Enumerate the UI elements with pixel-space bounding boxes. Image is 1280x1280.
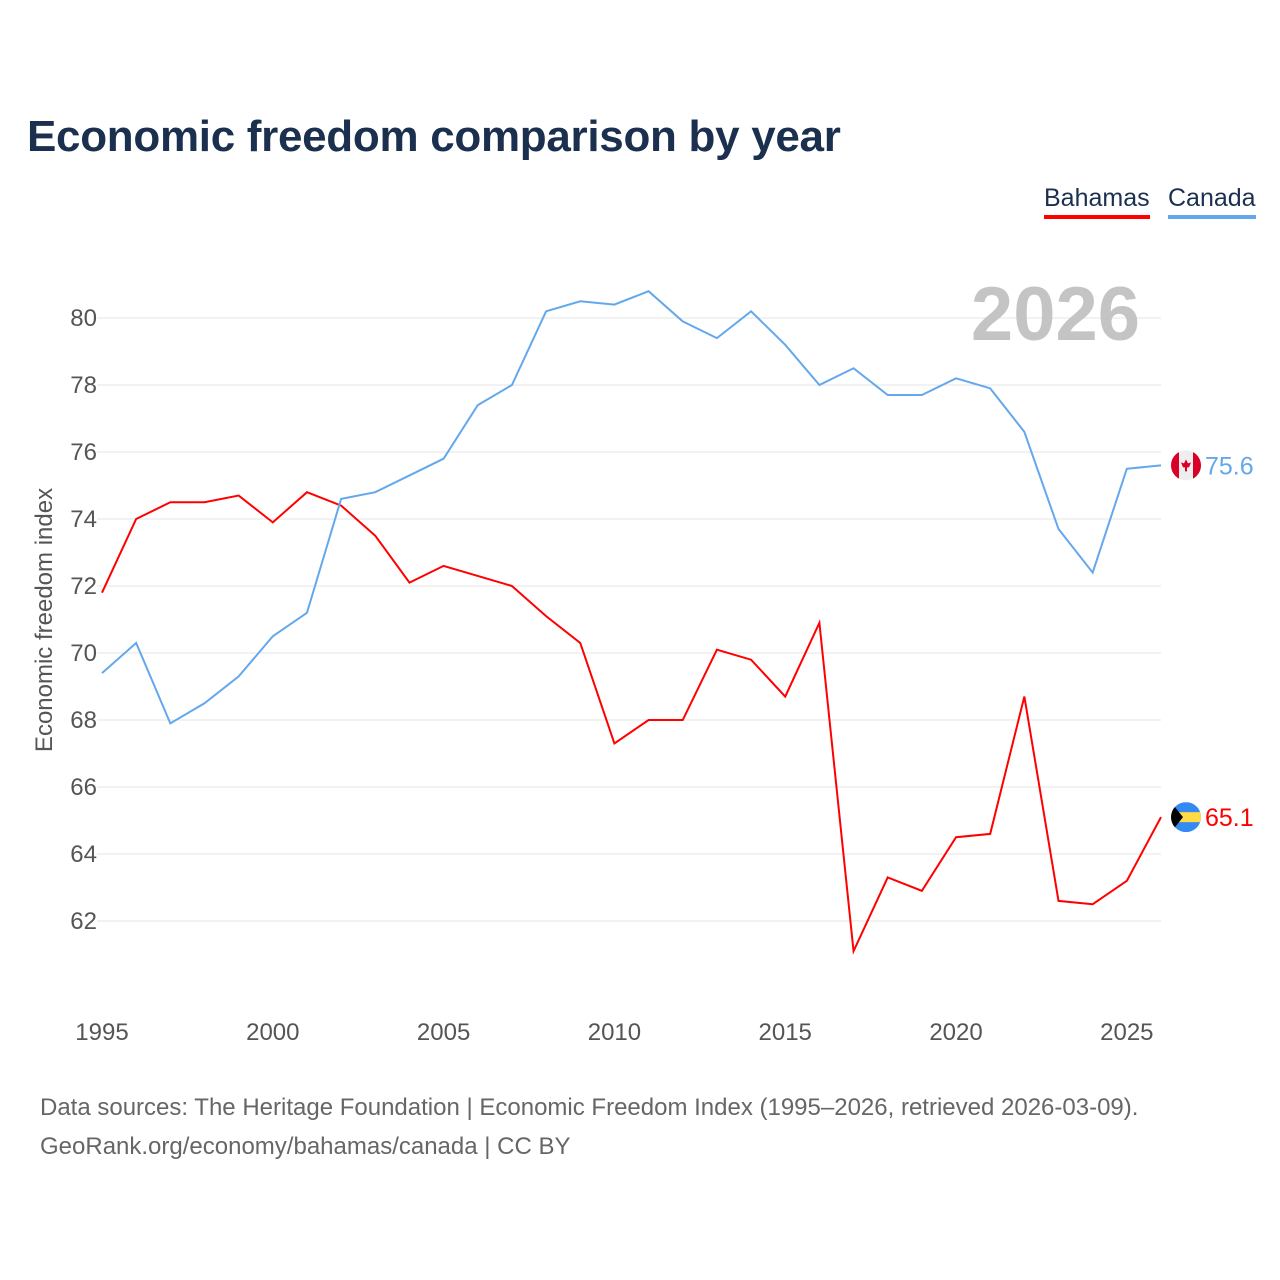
footer: Data sources: The Heritage Foundation | … [40,1088,1138,1166]
end-value-label: 75.6 [1205,452,1254,480]
x-tick-label: 2000 [246,1019,299,1046]
x-tick-label: 2020 [929,1019,982,1046]
y-tick-label: 62 [70,908,97,935]
y-tick-label: 68 [70,707,97,734]
y-tick-label: 64 [70,841,97,868]
y-axis-label: Economic freedom index [31,488,58,752]
bahamas-flag-icon [1171,802,1201,833]
x-tick-label: 2010 [588,1019,641,1046]
y-tick-label: 72 [70,573,97,600]
series-line-canada [101,290,1162,725]
x-tick-label: 2005 [417,1019,470,1046]
y-tick-label: 80 [70,305,97,332]
x-tick-label: 1995 [75,1019,128,1046]
end-value-label: 65.1 [1205,804,1254,832]
chart-title: Economic freedom comparison by year [27,112,841,161]
attribution-link[interactable]: GeoRank.org/economy/bahamas/canada | CC … [40,1133,571,1160]
year-watermark: 2026 [971,272,1140,357]
y-tick-label: 78 [70,372,97,399]
y-tick-label: 74 [70,506,97,533]
canada-flag-icon [1171,450,1201,481]
legend-item-canada[interactable]: Canada [1168,184,1256,219]
y-tick-label: 66 [70,774,97,801]
y-tick-label: 70 [70,640,97,667]
legend-item-bahamas[interactable]: Bahamas [1044,184,1150,219]
data-source-text: Data sources: The Heritage Foundation | … [40,1094,1139,1121]
x-tick-label: 2025 [1100,1019,1153,1046]
x-tick-label: 2015 [759,1019,812,1046]
y-tick-label: 76 [70,439,97,466]
series-line-bahamas [101,491,1162,955]
